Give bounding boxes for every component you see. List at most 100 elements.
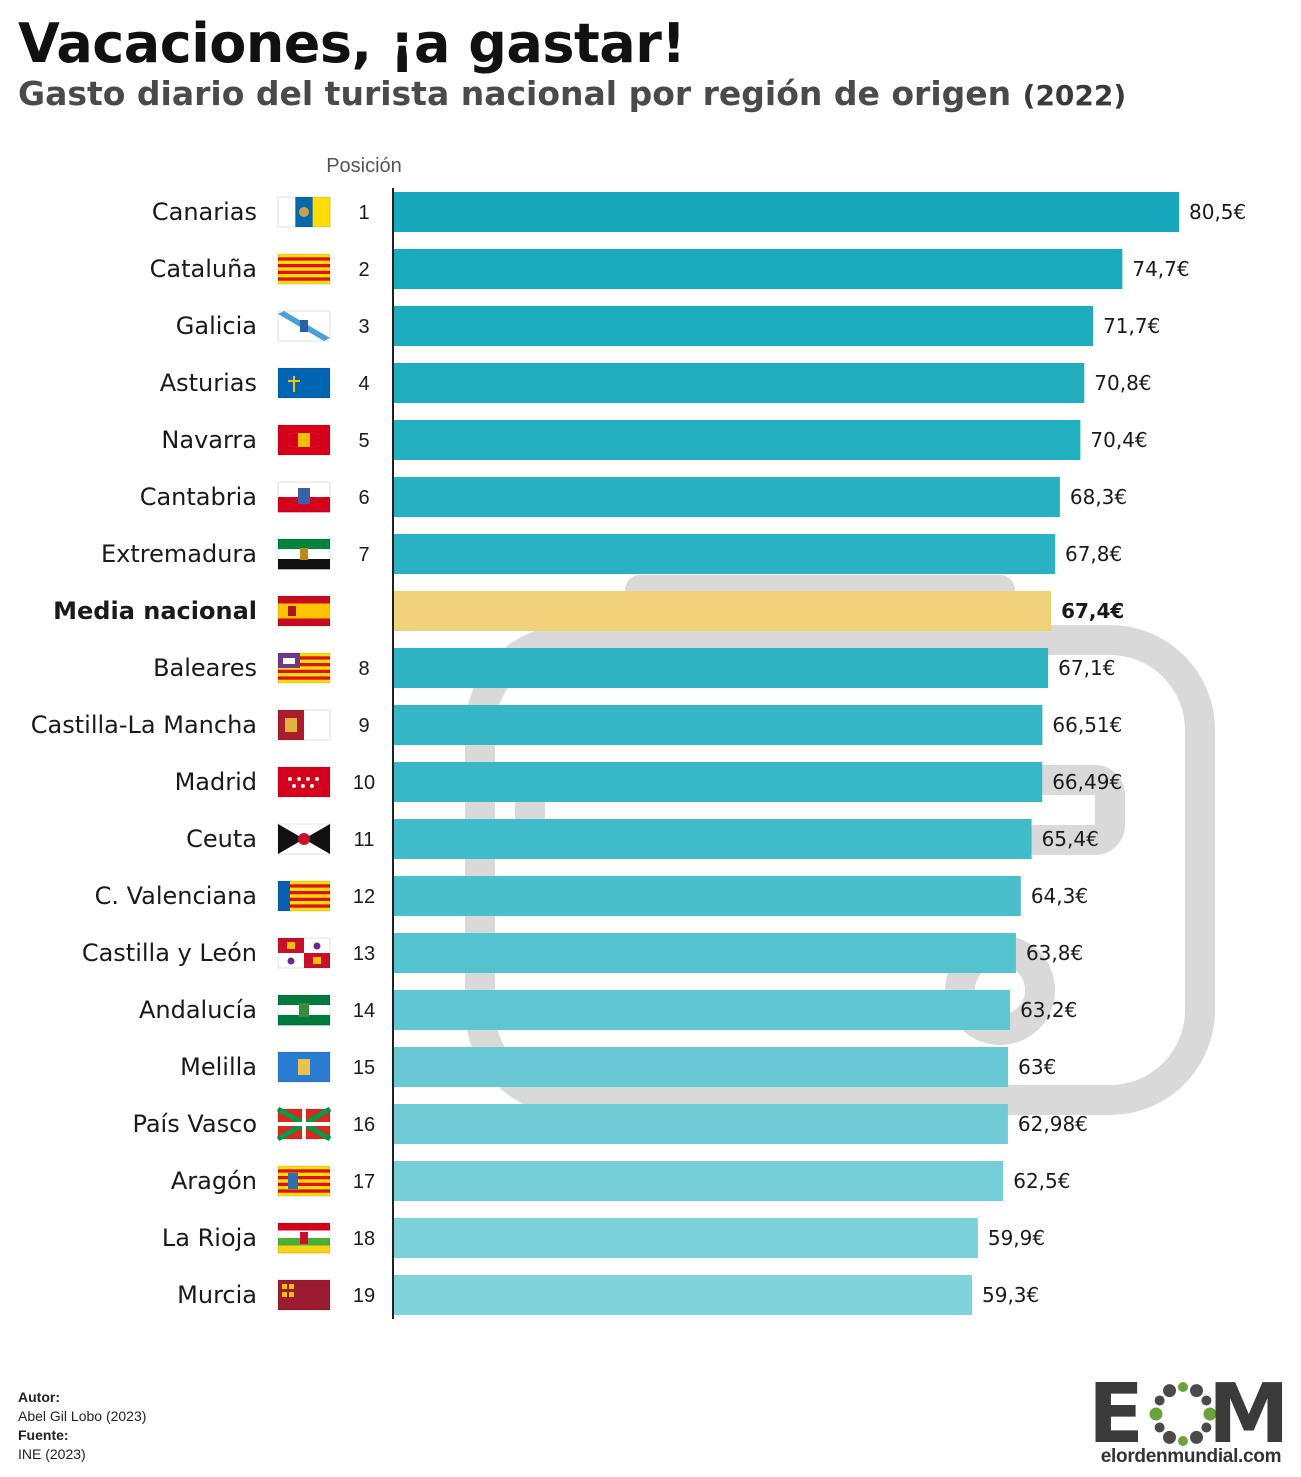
- category-label-8: Baleares: [153, 654, 257, 682]
- value-label-19: 59,3€: [982, 1283, 1039, 1307]
- value-label-4: 70,4€: [1090, 428, 1147, 452]
- position-2: 3: [358, 316, 369, 338]
- footer: Autor: Abel Gil Lobo (2023) Fuente: INE …: [18, 1388, 146, 1464]
- bar-16: [393, 1104, 1008, 1144]
- bar-19: [393, 1275, 973, 1315]
- value-label-15: 63€: [1018, 1055, 1056, 1079]
- category-label-2: Galicia: [176, 312, 257, 340]
- bar-14: [393, 990, 1011, 1030]
- category-label-17: Aragón: [171, 1167, 257, 1195]
- author-value: Abel Gil Lobo (2023): [18, 1408, 147, 1424]
- bar-7: [393, 591, 1052, 631]
- value-label-14: 63,2€: [1020, 998, 1077, 1022]
- bar-17: [393, 1161, 1004, 1201]
- valenciana-flag-icon: [277, 880, 331, 912]
- extremadura-flag-icon: [277, 538, 331, 570]
- asturias-flag-icon: [277, 367, 331, 399]
- eom-logo: E M elordenmundial.com: [1088, 1374, 1294, 1470]
- position-3: 4: [358, 373, 369, 395]
- category-label-4: Navarra: [161, 426, 257, 454]
- chart-subtitle: Gasto diario del turista nacional por re…: [18, 74, 1126, 113]
- bar-2: [393, 306, 1094, 346]
- pais-vasco-flag-icon: [276, 1106, 332, 1142]
- category-label-14: Andalucía: [139, 996, 257, 1024]
- la-rioja-flag-icon: [277, 1222, 331, 1254]
- madrid-flag-icon: [277, 766, 331, 798]
- position-17: 17: [353, 1171, 375, 1193]
- bar-9: [393, 705, 1043, 745]
- chart-title: Vacaciones, ¡a gastar!: [18, 12, 686, 75]
- spain-flag-icon: [277, 595, 331, 627]
- logo-dot-ring: [1149, 1382, 1217, 1446]
- bar-6: [393, 534, 1055, 574]
- category-label-0: Canarias: [152, 198, 257, 226]
- category-label-16: País Vasco: [132, 1110, 257, 1138]
- bar-3: [393, 363, 1085, 403]
- category-label-6: Extremadura: [101, 540, 257, 568]
- bar-0: [393, 192, 1179, 232]
- value-label-11: 65,4€: [1042, 827, 1099, 851]
- value-label-5: 68,3€: [1070, 485, 1127, 509]
- bar-8: [393, 648, 1049, 688]
- position-14: 14: [353, 1000, 375, 1022]
- galicia-flag-icon: [277, 310, 331, 342]
- position-11: 11: [354, 829, 375, 851]
- subtitle-text: Gasto diario del turista nacional por re…: [18, 74, 1012, 113]
- position-16: 16: [353, 1114, 375, 1136]
- melilla-flag-icon: [277, 1051, 331, 1083]
- position-9: 9: [358, 715, 369, 737]
- bar-15: [393, 1047, 1009, 1087]
- position-15: 15: [353, 1057, 375, 1079]
- position-header: Posición: [326, 155, 402, 177]
- position-18: 18: [353, 1228, 375, 1250]
- position-6: 7: [358, 544, 369, 566]
- value-label-7: 67,4€: [1061, 599, 1124, 623]
- position-10: 10: [353, 772, 375, 794]
- position-5: 6: [358, 487, 369, 509]
- bar-1: [393, 249, 1123, 289]
- ceuta-flag-icon: [277, 823, 331, 855]
- source-value: INE (2023): [18, 1446, 86, 1462]
- value-label-16: 62,98€: [1018, 1112, 1088, 1136]
- position-19: 19: [353, 1285, 375, 1307]
- bar-5: [393, 477, 1060, 517]
- position-0: 1: [358, 202, 369, 224]
- category-label-3: Asturias: [160, 369, 257, 397]
- bar-4: [393, 420, 1081, 460]
- position-1: 2: [358, 259, 369, 281]
- bar-18: [393, 1218, 978, 1258]
- bar-chart: Posición Canarias 1 80,5€ Cataluña 2 74,7€ Gali…: [31, 155, 1246, 1319]
- category-label-18: La Rioja: [162, 1224, 257, 1252]
- bar-13: [393, 933, 1016, 973]
- category-label-13: Castilla y León: [82, 939, 257, 967]
- value-label-12: 64,3€: [1031, 884, 1088, 908]
- subtitle-year: (2022): [1022, 79, 1127, 112]
- category-label-19: Murcia: [177, 1281, 257, 1309]
- category-label-7: Media nacional: [53, 597, 257, 625]
- author-label: Autor:: [18, 1389, 60, 1405]
- navarra-flag-icon: [277, 424, 331, 456]
- position-13: 13: [353, 943, 375, 965]
- category-label-1: Cataluña: [150, 255, 257, 283]
- source-label: Fuente:: [18, 1427, 69, 1443]
- value-label-17: 62,5€: [1013, 1169, 1070, 1193]
- category-label-10: Madrid: [175, 768, 257, 796]
- andalucia-flag-icon: [277, 994, 331, 1026]
- value-label-8: 67,1€: [1058, 656, 1115, 680]
- category-label-15: Melilla: [180, 1053, 257, 1081]
- category-label-11: Ceuta: [186, 825, 257, 853]
- value-label-18: 59,9€: [988, 1226, 1045, 1250]
- position-8: 8: [358, 658, 369, 680]
- bar-10: [393, 762, 1043, 802]
- cantabria-flag-icon: [277, 481, 331, 513]
- eom-logo-mark-icon: E M: [1088, 1374, 1290, 1448]
- castilla-la-mancha-flag-icon: [277, 709, 331, 741]
- position-12: 12: [353, 886, 375, 908]
- bar-11: [393, 819, 1032, 859]
- murcia-flag-icon: [277, 1279, 331, 1311]
- cataluna-flag-icon: [277, 253, 331, 285]
- position-4: 5: [358, 430, 369, 452]
- castilla-leon-flag-icon: [277, 937, 331, 969]
- category-label-5: Cantabria: [140, 483, 257, 511]
- aragon-flag-icon: [277, 1165, 331, 1197]
